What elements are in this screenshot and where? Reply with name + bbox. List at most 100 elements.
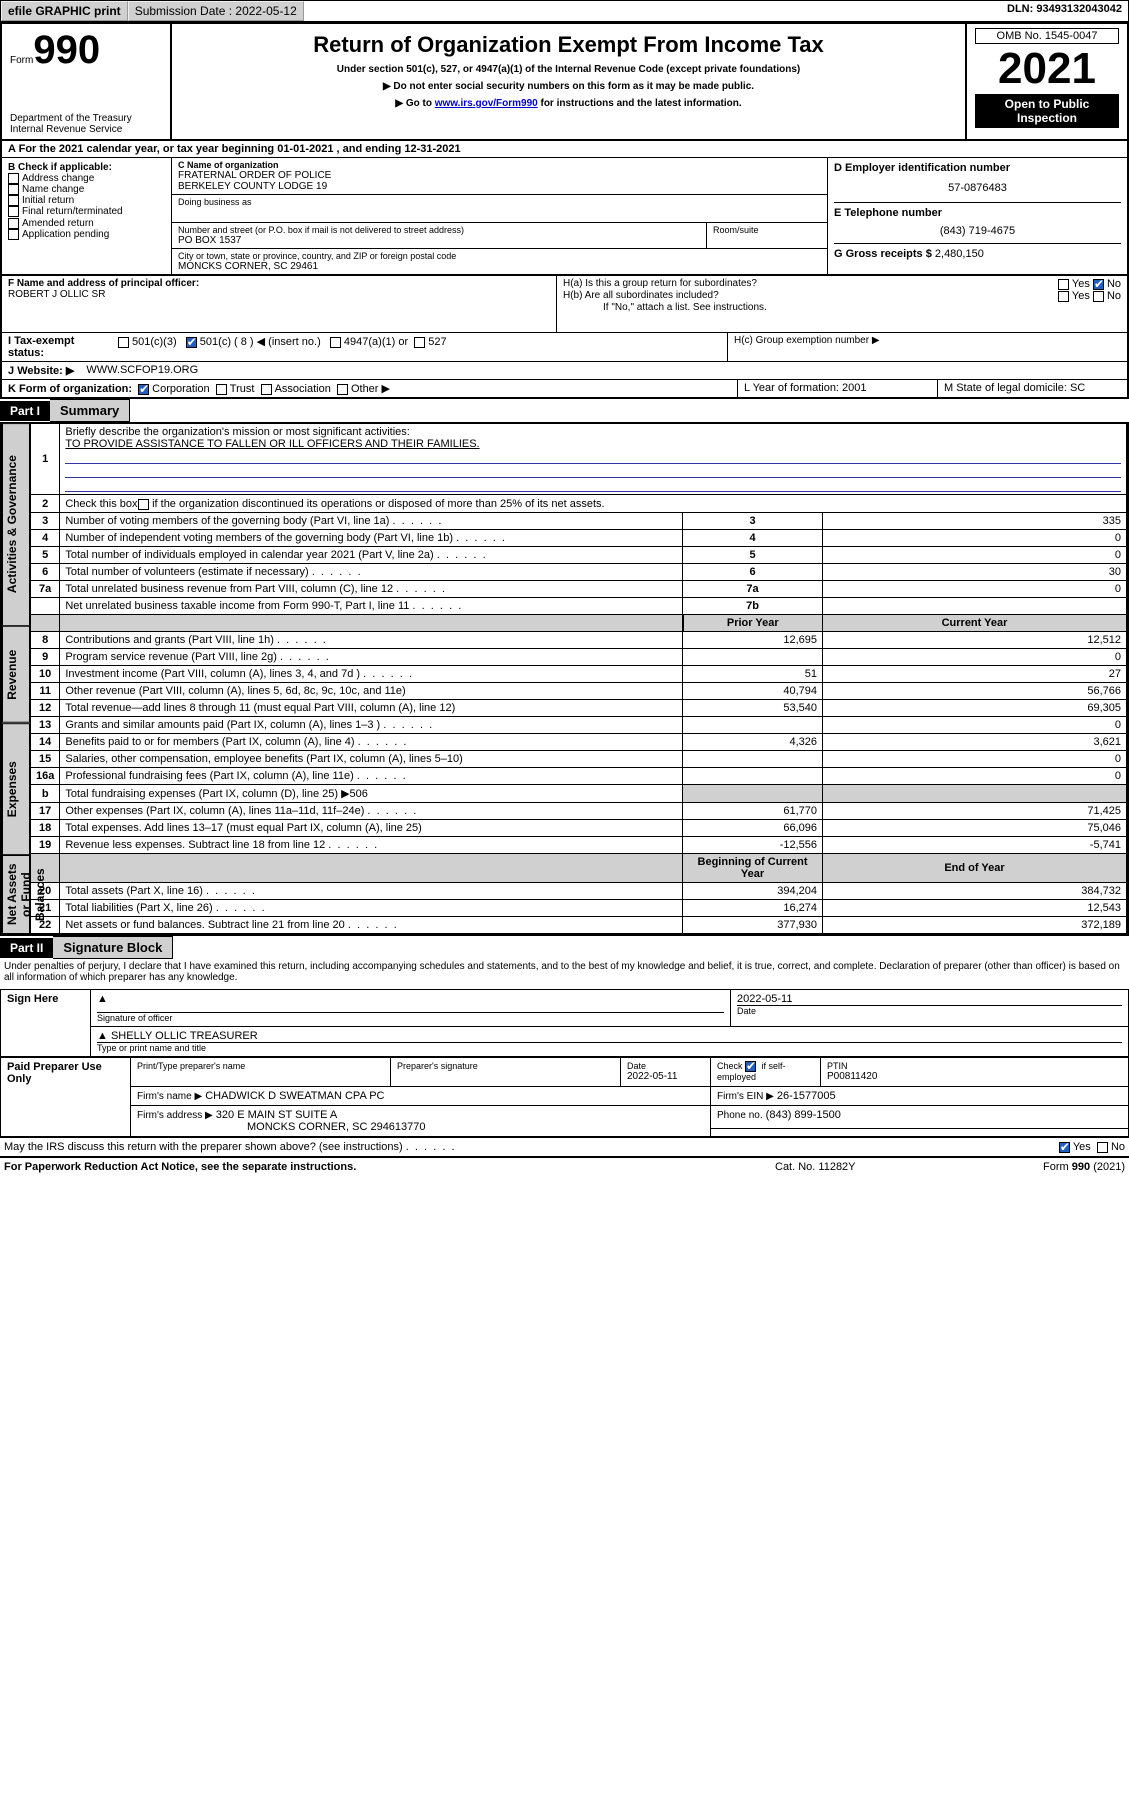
form-subtitle-1: Under section 501(c), 527, or 4947(a)(1)…	[180, 64, 957, 75]
form-footer: Form 990 (2021)	[975, 1161, 1125, 1173]
l18-curr: 75,046	[823, 820, 1127, 837]
cb-discuss-yes[interactable]	[1059, 1142, 1070, 1153]
klm-row: K Form of organization: Corporation Trus…	[0, 380, 1129, 399]
col-prior-year: Prior Year	[683, 615, 823, 632]
k-label: K Form of organization:	[8, 383, 132, 395]
ha-label: H(a) Is this a group return for subordin…	[563, 278, 1058, 290]
prep-date-label: Date	[627, 1061, 704, 1071]
summary-table: 1 Briefly describe the organization's mi…	[30, 423, 1127, 934]
cb-ha-no[interactable]	[1093, 279, 1104, 290]
cb-self-employed[interactable]	[745, 1061, 756, 1072]
firm-phone: (843) 899-1500	[766, 1109, 841, 1121]
cb-address-change[interactable]	[8, 173, 19, 184]
form-header: Form990 Department of the Treasury Inter…	[0, 22, 1129, 141]
paid-preparer-label: Paid Preparer Use Only	[1, 1058, 131, 1137]
l15-curr: 0	[823, 751, 1127, 768]
line4-label: Number of independent voting members of …	[60, 530, 683, 547]
line1-label: Briefly describe the organization's miss…	[65, 426, 409, 438]
irs-label: Internal Revenue Service	[10, 124, 162, 135]
j-label: J Website: ▶	[2, 362, 80, 379]
line8-label: Contributions and grants (Part VIII, lin…	[60, 632, 683, 649]
line16a-label: Professional fundraising fees (Part IX, …	[60, 768, 683, 785]
cb-name-change[interactable]	[8, 184, 19, 195]
l14-prior: 4,326	[683, 734, 823, 751]
cb-line2[interactable]	[138, 499, 149, 510]
dln-label: DLN: 93493132043042	[1001, 1, 1128, 21]
line16b-label: Total fundraising expenses (Part IX, col…	[60, 785, 683, 803]
l19-prior: -12,556	[683, 837, 823, 854]
firm-addr1: 320 E MAIN ST SUITE A	[216, 1109, 337, 1121]
ein-value: 57-0876483	[834, 182, 1121, 194]
part-ii-header: Part IISignature Block	[0, 936, 1129, 959]
line7b-label: Net unrelated business taxable income fr…	[60, 598, 683, 615]
cb-other[interactable]	[337, 384, 348, 395]
city-label: City or town, state or province, country…	[178, 251, 821, 261]
efile-print-button[interactable]: efile GRAPHIC print	[1, 1, 128, 21]
cb-501c3[interactable]	[118, 337, 129, 348]
l13-curr: 0	[823, 717, 1127, 734]
omb-number: OMB No. 1545-0047	[975, 28, 1119, 44]
cb-hb-no[interactable]	[1093, 291, 1104, 302]
l19-curr: -5,741	[823, 837, 1127, 854]
line5-val: 0	[823, 547, 1127, 564]
cb-discuss-no[interactable]	[1097, 1142, 1108, 1153]
l12-prior: 53,540	[683, 700, 823, 717]
cb-4947[interactable]	[330, 337, 341, 348]
cb-ha-yes[interactable]	[1058, 279, 1069, 290]
l18-prior: 66,096	[683, 820, 823, 837]
line6-label: Total number of volunteers (estimate if …	[60, 564, 683, 581]
line7a-label: Total unrelated business revenue from Pa…	[60, 581, 683, 598]
line19-label: Revenue less expenses. Subtract line 18 …	[60, 837, 683, 854]
prep-sig-label: Preparer's signature	[397, 1061, 614, 1071]
line22-label: Net assets or fund balances. Subtract li…	[60, 917, 683, 934]
org-name-1: FRATERNAL ORDER OF POLICE	[178, 170, 821, 181]
tab-revenue: Revenue	[2, 626, 30, 723]
cb-assoc[interactable]	[261, 384, 272, 395]
section-b-checkboxes: B Check if applicable: Address change Na…	[2, 158, 172, 274]
cat-no: Cat. No. 11282Y	[775, 1161, 975, 1173]
cb-initial-return[interactable]	[8, 195, 19, 206]
g-gross-label: G Gross receipts $	[834, 248, 932, 260]
website-value: WWW.SCFOP19.ORG	[80, 362, 1127, 379]
l11-prior: 40,794	[683, 683, 823, 700]
gross-receipts-value: 2,480,150	[935, 248, 984, 260]
cb-final-return[interactable]	[8, 206, 19, 217]
l15-prior	[683, 751, 823, 768]
cb-trust[interactable]	[216, 384, 227, 395]
cb-hb-yes[interactable]	[1058, 291, 1069, 302]
line6-val: 30	[823, 564, 1127, 581]
addr-label: Number and street (or P.O. box if mail i…	[178, 225, 700, 235]
firm-ein-label: Firm's EIN ▶	[717, 1091, 774, 1102]
line7a-val: 0	[823, 581, 1127, 598]
i-row: I Tax-exempt status: 501(c)(3) 501(c) ( …	[0, 333, 1129, 362]
tab-net-assets: Net Assets or Fund Balances	[2, 855, 30, 934]
part-i-title: Summary	[50, 399, 130, 422]
col-end-year: End of Year	[823, 854, 1127, 883]
line13-label: Grants and similar amounts paid (Part IX…	[60, 717, 683, 734]
form-title: Return of Organization Exempt From Incom…	[180, 32, 957, 58]
line2: Check this box ▶ if the organization dis…	[60, 495, 1127, 513]
form-word: Form	[10, 55, 33, 66]
tax-year: 2021	[975, 44, 1119, 94]
form-subtitle-2: ▶ Do not enter social security numbers o…	[180, 81, 957, 92]
l20-begin: 394,204	[683, 883, 823, 900]
header-info-block: B Check if applicable: Address change Na…	[0, 158, 1129, 276]
sign-here-label: Sign Here	[1, 990, 91, 1057]
line21-label: Total liabilities (Part X, line 26)	[60, 900, 683, 917]
top-control-bar: efile GRAPHIC print Submission Date : 20…	[0, 0, 1129, 22]
instructions-link[interactable]: www.irs.gov/Form990	[435, 98, 538, 109]
room-label: Room/suite	[713, 225, 821, 235]
ptin-value: P00811420	[827, 1071, 1122, 1082]
l8-prior: 12,695	[683, 632, 823, 649]
firm-addr2: MONCKS CORNER, SC 294613770	[247, 1121, 426, 1133]
part-i-bar: Part I	[0, 401, 50, 421]
l8-curr: 12,512	[823, 632, 1127, 649]
cb-application-pending[interactable]	[8, 229, 19, 240]
cb-corp[interactable]	[138, 384, 149, 395]
cb-501c[interactable]	[186, 337, 197, 348]
cb-527[interactable]	[414, 337, 425, 348]
e-phone-label: E Telephone number	[834, 207, 1121, 219]
d-ein-label: D Employer identification number	[834, 162, 1121, 174]
cb-amended-return[interactable]	[8, 218, 19, 229]
line4-val: 0	[823, 530, 1127, 547]
